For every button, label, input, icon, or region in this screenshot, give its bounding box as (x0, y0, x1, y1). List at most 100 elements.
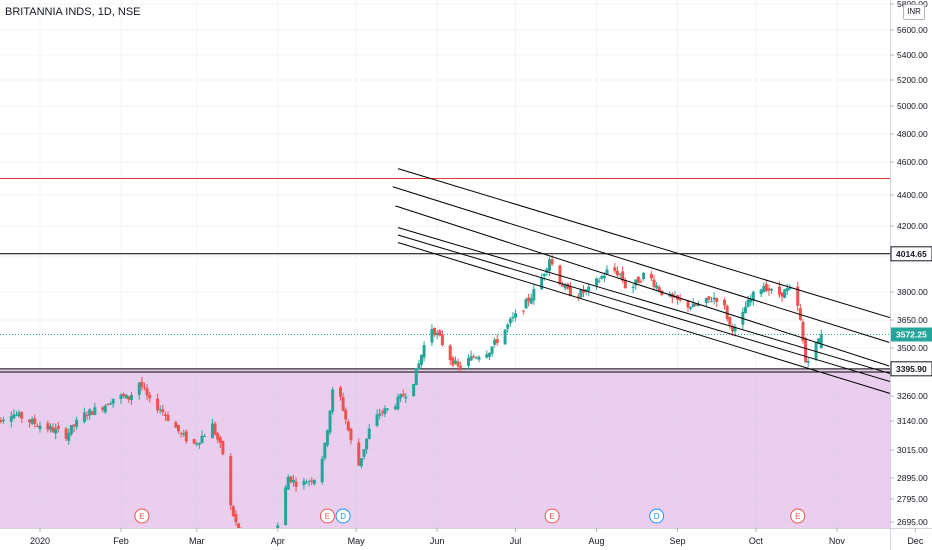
candle-body (294, 481, 298, 487)
candle-body (210, 423, 214, 439)
candle-body (419, 354, 423, 365)
candle-body (694, 304, 698, 306)
channel-trendline (397, 234, 892, 383)
candle-body (678, 298, 682, 301)
candle-body (109, 403, 113, 405)
candle-body (579, 289, 583, 298)
candle-body (485, 354, 489, 358)
candle-body (17, 412, 21, 417)
channel-trendline (397, 242, 892, 395)
candle-body (101, 407, 105, 411)
candle-body (532, 289, 536, 301)
candle-body (312, 479, 316, 485)
candle-body (195, 443, 199, 445)
time-tick-label: Jun (430, 536, 445, 546)
candle-body (503, 329, 507, 345)
time-tick-label: Jul (510, 536, 522, 546)
candle-body (231, 506, 235, 517)
candle-body (511, 317, 515, 319)
support-zone (0, 368, 890, 528)
candle-body (707, 296, 711, 300)
candle-body (367, 428, 371, 439)
candle-body (386, 408, 390, 410)
event-badge-earnings (544, 508, 560, 524)
candle-body (618, 273, 622, 275)
candle-body (788, 288, 792, 290)
candle-body (467, 357, 471, 366)
candle-body (490, 346, 494, 354)
candle-body (749, 298, 753, 303)
candle-body (689, 307, 693, 309)
candle-body (28, 419, 32, 423)
candle-body (85, 414, 89, 417)
candle-body (798, 308, 802, 320)
candle-body (631, 286, 635, 289)
candle-body (540, 277, 544, 290)
candle-body (587, 286, 591, 291)
candle-body (33, 418, 37, 424)
candle-body (203, 435, 207, 437)
candle-body (796, 286, 800, 306)
candle-body (310, 480, 314, 482)
candle-body (568, 286, 572, 297)
candle-body (642, 272, 646, 280)
candle-body (459, 366, 463, 368)
candle-body (759, 289, 763, 295)
candle-body (365, 438, 369, 450)
time-axis (0, 528, 890, 550)
candle-body (56, 426, 60, 429)
candle-body (179, 433, 183, 435)
candle-body (730, 325, 734, 332)
candle-body (67, 432, 71, 441)
channel-trendline (397, 168, 892, 319)
candle-body (814, 341, 818, 359)
price-axis-label: 3572.25 (896, 330, 927, 340)
candle-body (38, 425, 42, 430)
candle-body (657, 287, 661, 292)
candle-body (430, 329, 434, 343)
candle-body (54, 428, 58, 434)
event-badge-dividend (649, 508, 665, 524)
candle-body (338, 387, 342, 397)
candle-body (143, 387, 147, 389)
candle-body (472, 356, 476, 358)
candle-body (422, 345, 426, 358)
candle-body (652, 279, 656, 287)
candle-body (602, 275, 606, 279)
candle-body (69, 425, 73, 435)
candle-body (12, 414, 16, 419)
candle-body (88, 409, 92, 416)
candle-body (93, 407, 97, 415)
candle-body (764, 283, 768, 291)
candle-body (48, 426, 52, 430)
candle-body (286, 476, 290, 490)
candle-body (218, 437, 222, 443)
currency-button[interactable]: INR (903, 4, 925, 20)
price-tick-label: 3015.00 (897, 445, 928, 455)
candle-body (103, 405, 107, 413)
price-tick-label: 5000.00 (897, 101, 928, 111)
candle-body (819, 334, 823, 348)
candle-body (655, 285, 659, 289)
candle-body (0, 419, 3, 423)
candle-body (746, 299, 750, 308)
candle-body (691, 303, 695, 308)
candle-body (140, 381, 144, 388)
candle-body (200, 435, 204, 444)
candle-body (291, 479, 295, 483)
channel-trendline (397, 227, 892, 375)
candle-body (514, 313, 518, 318)
price-axis-label: 3395.90 (896, 364, 927, 374)
candle-body (72, 424, 76, 427)
candle-body (401, 393, 405, 397)
candle-body (161, 409, 165, 413)
candle-body (129, 394, 133, 401)
price-tick-label: 3140.00 (897, 416, 928, 426)
candle-body (357, 442, 361, 466)
symbol-title: BRITANNIA INDS, 1D, NSE (5, 6, 141, 18)
candle-body (548, 259, 552, 271)
candle-body (686, 300, 690, 308)
candle-body (623, 280, 627, 289)
event-badge-earnings (790, 508, 806, 524)
